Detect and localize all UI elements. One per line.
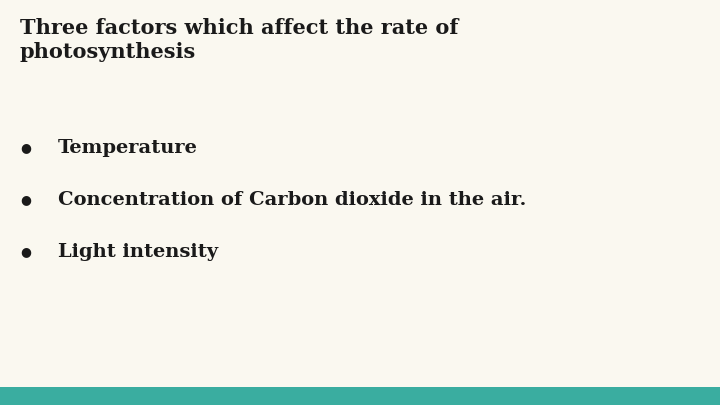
Text: Three factors which affect the rate of
photosynthesis: Three factors which affect the rate of p… <box>20 18 459 62</box>
Bar <box>0 387 720 405</box>
Text: ●: ● <box>20 194 31 207</box>
Text: Light intensity: Light intensity <box>58 243 218 261</box>
Text: Temperature: Temperature <box>58 139 198 157</box>
Text: ●: ● <box>20 245 31 258</box>
Text: Concentration of Carbon dioxide in the air.: Concentration of Carbon dioxide in the a… <box>58 191 526 209</box>
Text: ●: ● <box>20 141 31 154</box>
